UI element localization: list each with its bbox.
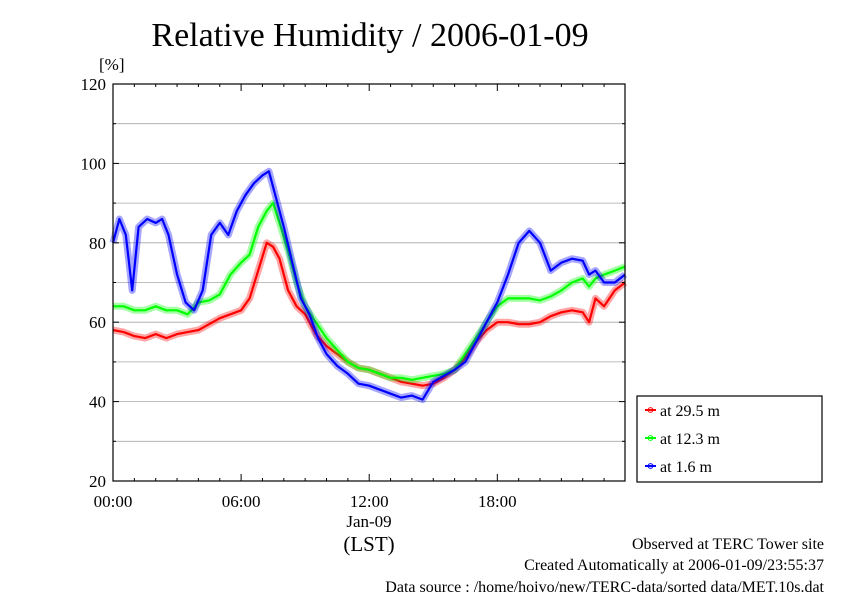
legend-box: [636, 395, 823, 483]
footer-source: Data source : /home/hoivo/new/TERC-data/…: [385, 579, 824, 596]
legend-label: at 12.3 m: [660, 431, 721, 448]
x-axis-date-label: Jan-09: [346, 512, 391, 531]
series-halo-3: [109, 167, 628, 404]
grid-lines: [113, 123, 625, 442]
x-tick-label: 06:00: [222, 492, 261, 511]
y-tick-label: 100: [81, 154, 107, 173]
chart-title: Relative Humidity / 2006-01-09: [151, 17, 588, 54]
legend-marker: [647, 435, 654, 441]
y-axis-unit-label: [%]: [99, 55, 124, 74]
y-tick-label: 20: [89, 472, 106, 491]
legend-marker: [647, 407, 654, 413]
x-axis-unit-label: (LST): [343, 532, 394, 556]
legend-label: at 1.6 m: [660, 459, 713, 476]
x-tick-label: 12:00: [350, 492, 389, 511]
legend-label: at 29.5 m: [660, 403, 721, 420]
x-tick-label: 18:00: [478, 492, 517, 511]
y-tick-label: 120: [81, 75, 107, 94]
x-axis-ticks: 00:00 06:00 12:00 18:00: [94, 84, 605, 511]
y-tick-label: 60: [89, 313, 106, 332]
footer-created: Created Automatically at 2006-01-09/23:5…: [524, 557, 824, 574]
series-line-3: [111, 170, 626, 401]
legend: at 29.5 m at 12.3 m at 1.6 m: [636, 395, 823, 483]
series-line-2: [113, 202, 626, 381]
series-halo-2: [113, 199, 627, 384]
y-axis-ticks: 20 40 60 80 100 120: [81, 75, 625, 491]
x-tick-label: 00:00: [94, 492, 133, 511]
legend-marker: [647, 463, 654, 469]
footer-site: Observed at TERC Tower site: [631, 536, 824, 553]
y-tick-label: 80: [89, 234, 106, 253]
series-lines: [109, 167, 628, 404]
y-tick-label: 40: [89, 393, 106, 412]
